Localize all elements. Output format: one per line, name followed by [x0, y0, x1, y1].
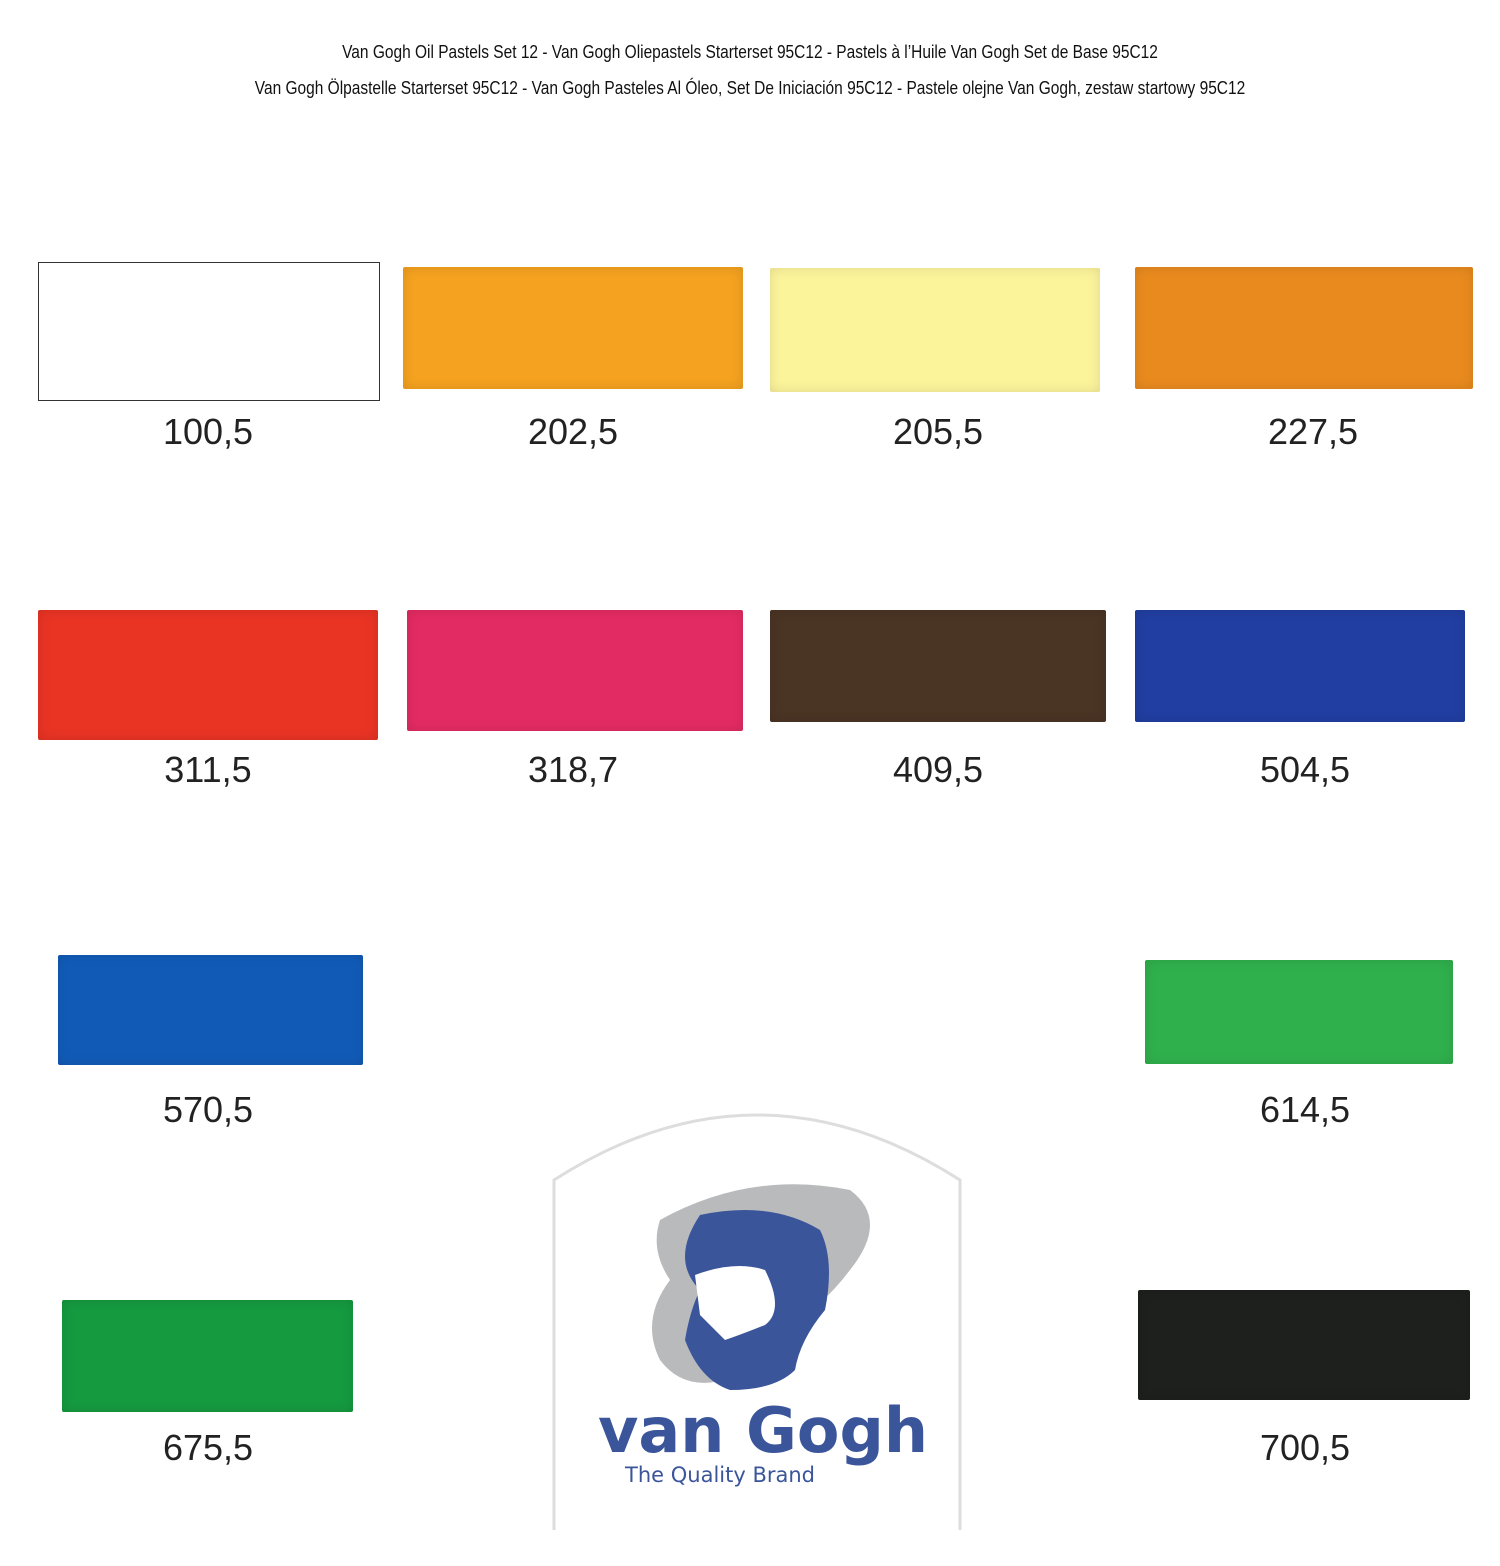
- tagline-text: The Quality Brand: [624, 1463, 815, 1487]
- color-code-label: 675,5: [162, 1427, 254, 1468]
- color-code-label: 614,5: [1259, 1089, 1351, 1130]
- color-swatch-700-5: [1138, 1290, 1470, 1400]
- van-gogh-logo: van Gogh The Quality Brand: [552, 1113, 962, 1530]
- title-line-1: Van Gogh Oil Pastels Set 12 - Van Gogh O…: [342, 42, 1158, 62]
- brand-text: van Gogh: [598, 1394, 928, 1467]
- color-code-label: 504,5: [1259, 749, 1351, 790]
- face-highlight: [695, 1266, 775, 1340]
- color-code-label: 100,5: [162, 411, 254, 452]
- color-swatch-409-5: [770, 610, 1106, 722]
- color-code-label: 311,5: [164, 749, 252, 790]
- color-code-label: 202,5: [527, 411, 619, 452]
- color-swatch-202-5: [403, 267, 743, 389]
- color-swatch-675-5: [62, 1300, 353, 1412]
- color-code-label: 318,7: [527, 749, 619, 790]
- title-line-2: Van Gogh Ölpastelle Starterset 95C12 - V…: [254, 78, 1246, 98]
- color-code-label: 409,5: [892, 749, 984, 790]
- color-swatch-311-5: [38, 610, 378, 740]
- color-code-label: 205,5: [892, 411, 984, 452]
- color-swatch-318-7: [407, 610, 743, 731]
- color-swatch-227-5: [1135, 267, 1473, 389]
- color-code-label: 700,5: [1259, 1427, 1351, 1468]
- color-swatch-100-5: [38, 262, 380, 401]
- color-code-label: 570,5: [162, 1089, 254, 1130]
- color-code-label: 227,5: [1267, 411, 1359, 452]
- color-swatch-205-5: [770, 268, 1100, 392]
- color-swatch-504-5: [1135, 610, 1465, 722]
- color-swatch-570-5: [58, 955, 363, 1065]
- color-swatch-614-5: [1145, 960, 1453, 1064]
